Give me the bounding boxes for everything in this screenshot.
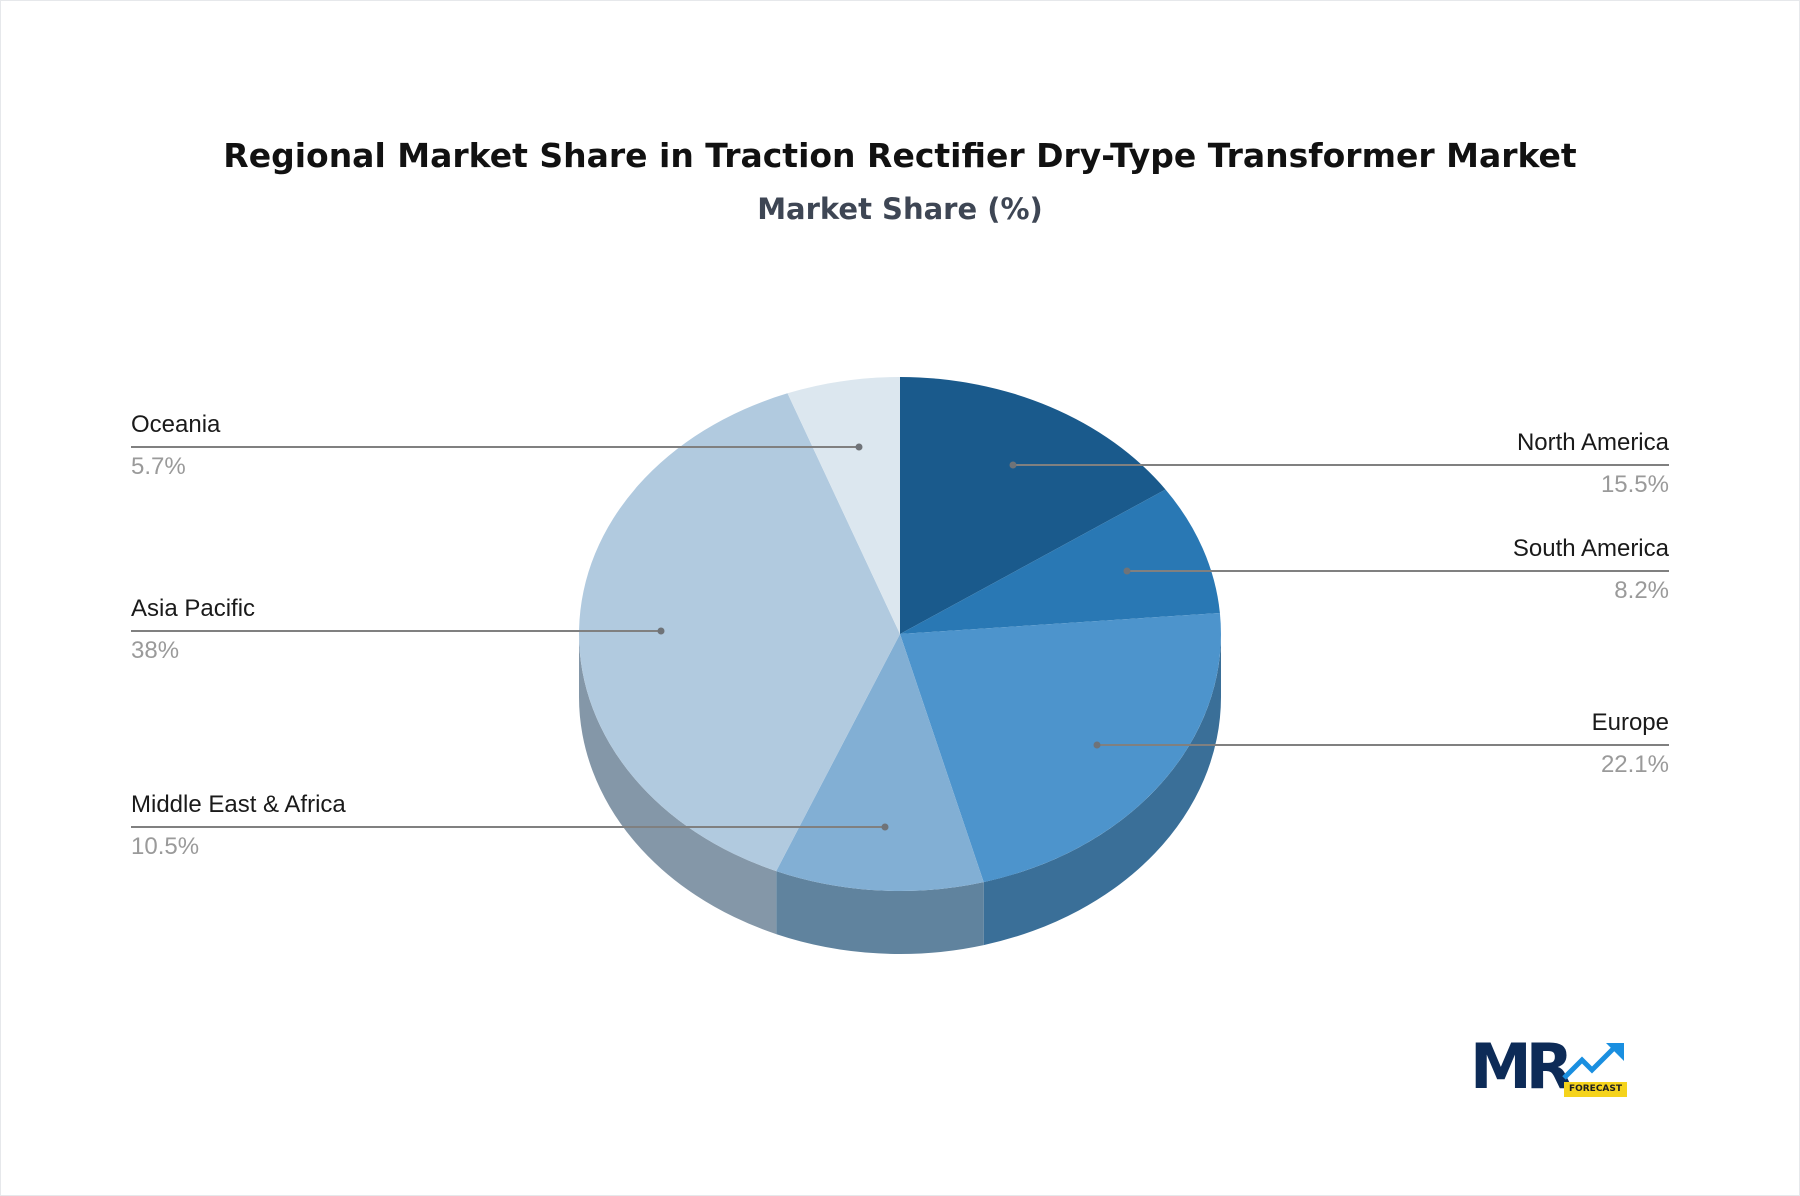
chart-title: Regional Market Share in Traction Rectif… [223,136,1577,175]
logo-mark: MR [1470,1030,1573,1103]
mr-forecast-logo: MR FORECAST [1470,1034,1630,1100]
label-asia-pacific: Asia Pacific [131,595,256,622]
logo-tag: FORECAST [1564,1082,1627,1097]
slice-europe[interactable] [900,613,1221,883]
slice-north-america[interactable] [900,377,1166,634]
value-oceania: 5.7% [131,453,186,480]
value-south-america: 8.2% [1614,577,1669,604]
label-europe: Europe [1591,709,1669,736]
label-oceania: Oceania [131,411,221,438]
value-middle-east-africa: 10.5% [131,833,200,860]
label-middle-east-africa: Middle East & Africa [131,791,346,818]
chart-subtitle: Market Share (%) [757,192,1043,226]
slice-side-middle-east-africa [776,871,984,954]
value-europe: 22.1% [1600,751,1669,778]
value-asia-pacific: 38% [131,637,180,664]
leader-dot-europe [1093,741,1101,749]
slice-oceania[interactable] [787,377,901,634]
label-south-america: South America [1512,535,1669,562]
slice-side-asia-pacific [579,634,777,935]
leader-dot-asia-pacific [657,627,665,635]
slice-south-america[interactable] [900,489,1220,635]
value-north-america: 15.5% [1600,471,1669,498]
slice-side-europe [983,634,1221,946]
label-north-america: North America [1516,429,1669,456]
leader-dot-north-america [1009,461,1017,469]
slice-asia-pacific[interactable] [579,393,900,872]
leader-dot-oceania [855,443,863,451]
leader-dot-south-america [1123,567,1131,575]
trend-up-arrow-icon [1562,1043,1624,1080]
leader-dot-middle-east-africa [881,823,889,831]
